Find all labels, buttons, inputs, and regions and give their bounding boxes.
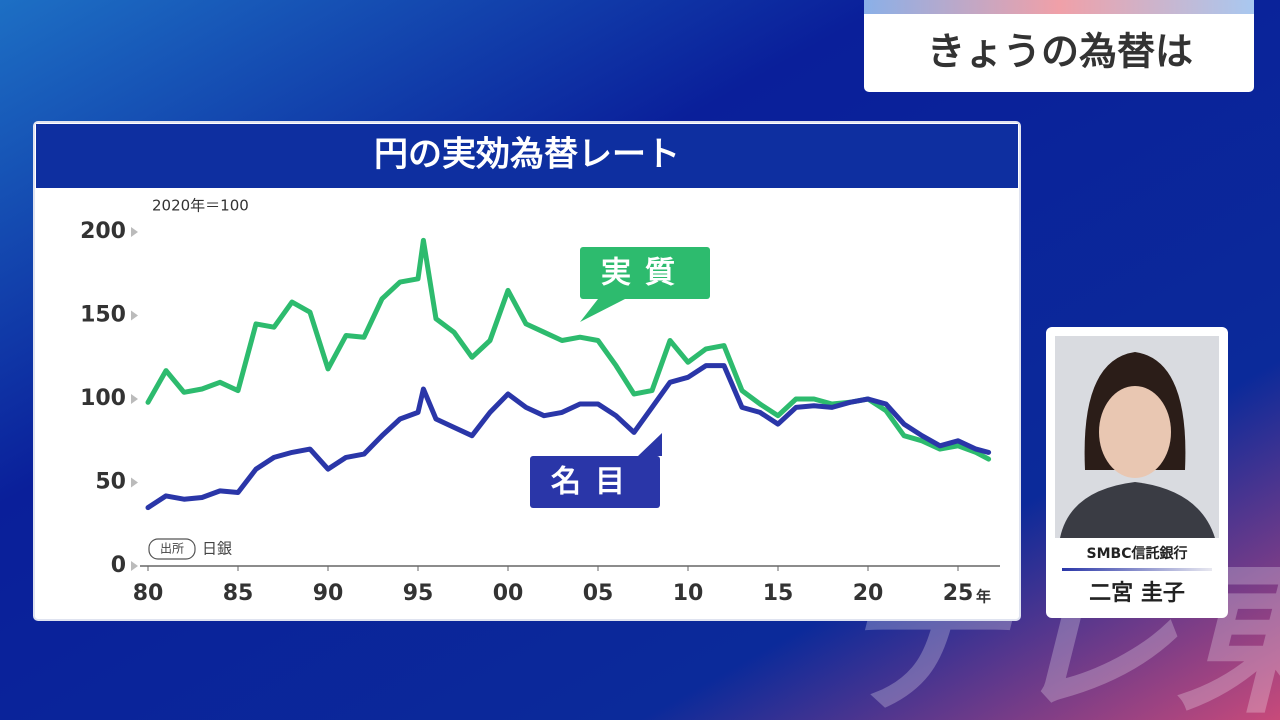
source-label: 出所 xyxy=(160,542,184,556)
x-tick-label: 85 xyxy=(223,581,254,606)
photo-jacket xyxy=(1060,482,1215,538)
source-badge xyxy=(148,538,196,560)
y-tick-mark xyxy=(131,310,138,321)
x-tick-label: 00 xyxy=(493,581,524,606)
series-label: 名目 xyxy=(551,465,639,500)
chart-title: 円の実効為替レート xyxy=(374,135,680,175)
y-tick-mark xyxy=(131,561,138,571)
series-label-box xyxy=(530,456,660,508)
y-tick-mark xyxy=(131,394,138,404)
x-tick-label: 15 xyxy=(763,581,794,606)
x-tick-label: 80 xyxy=(133,581,164,606)
photo-face xyxy=(1099,386,1171,478)
y-tick-label: 100 xyxy=(80,386,126,411)
series-line xyxy=(145,363,992,511)
y-tick-label: 50 xyxy=(95,470,126,495)
x-tick-label: 95 xyxy=(403,581,434,606)
x-tick-label: 25 xyxy=(943,581,974,606)
series-label-box xyxy=(580,247,710,299)
x-unit: 年 xyxy=(976,588,991,606)
y-tick-mark xyxy=(131,227,138,237)
guest-company: SMBC信託銀行 xyxy=(1087,545,1188,562)
y-tick-label: 0 xyxy=(111,553,126,578)
chart-header xyxy=(36,124,1018,188)
series-label: 実質 xyxy=(601,256,689,291)
guest-name: 二宮 圭子 xyxy=(1089,580,1185,606)
source: 日銀 xyxy=(202,540,232,558)
series-label-tail xyxy=(638,433,662,456)
y-tick-label: 200 xyxy=(80,219,126,244)
caption-box xyxy=(864,0,1254,92)
caption-title: きょうの為替は xyxy=(927,30,1193,74)
x-tick-label: 10 xyxy=(673,581,704,606)
guest-divider xyxy=(1062,568,1212,571)
y-tick-mark xyxy=(131,477,138,488)
x-tick-label: 05 xyxy=(583,581,614,606)
y-tick-label: 150 xyxy=(80,303,126,328)
chart-panel xyxy=(33,121,1021,621)
x-tick-label: 20 xyxy=(853,581,884,606)
caption-bar xyxy=(864,0,1254,14)
chart-note: 2020年＝100 xyxy=(152,197,249,215)
x-tick-label: 90 xyxy=(313,581,344,606)
series-label-tail xyxy=(580,299,625,322)
